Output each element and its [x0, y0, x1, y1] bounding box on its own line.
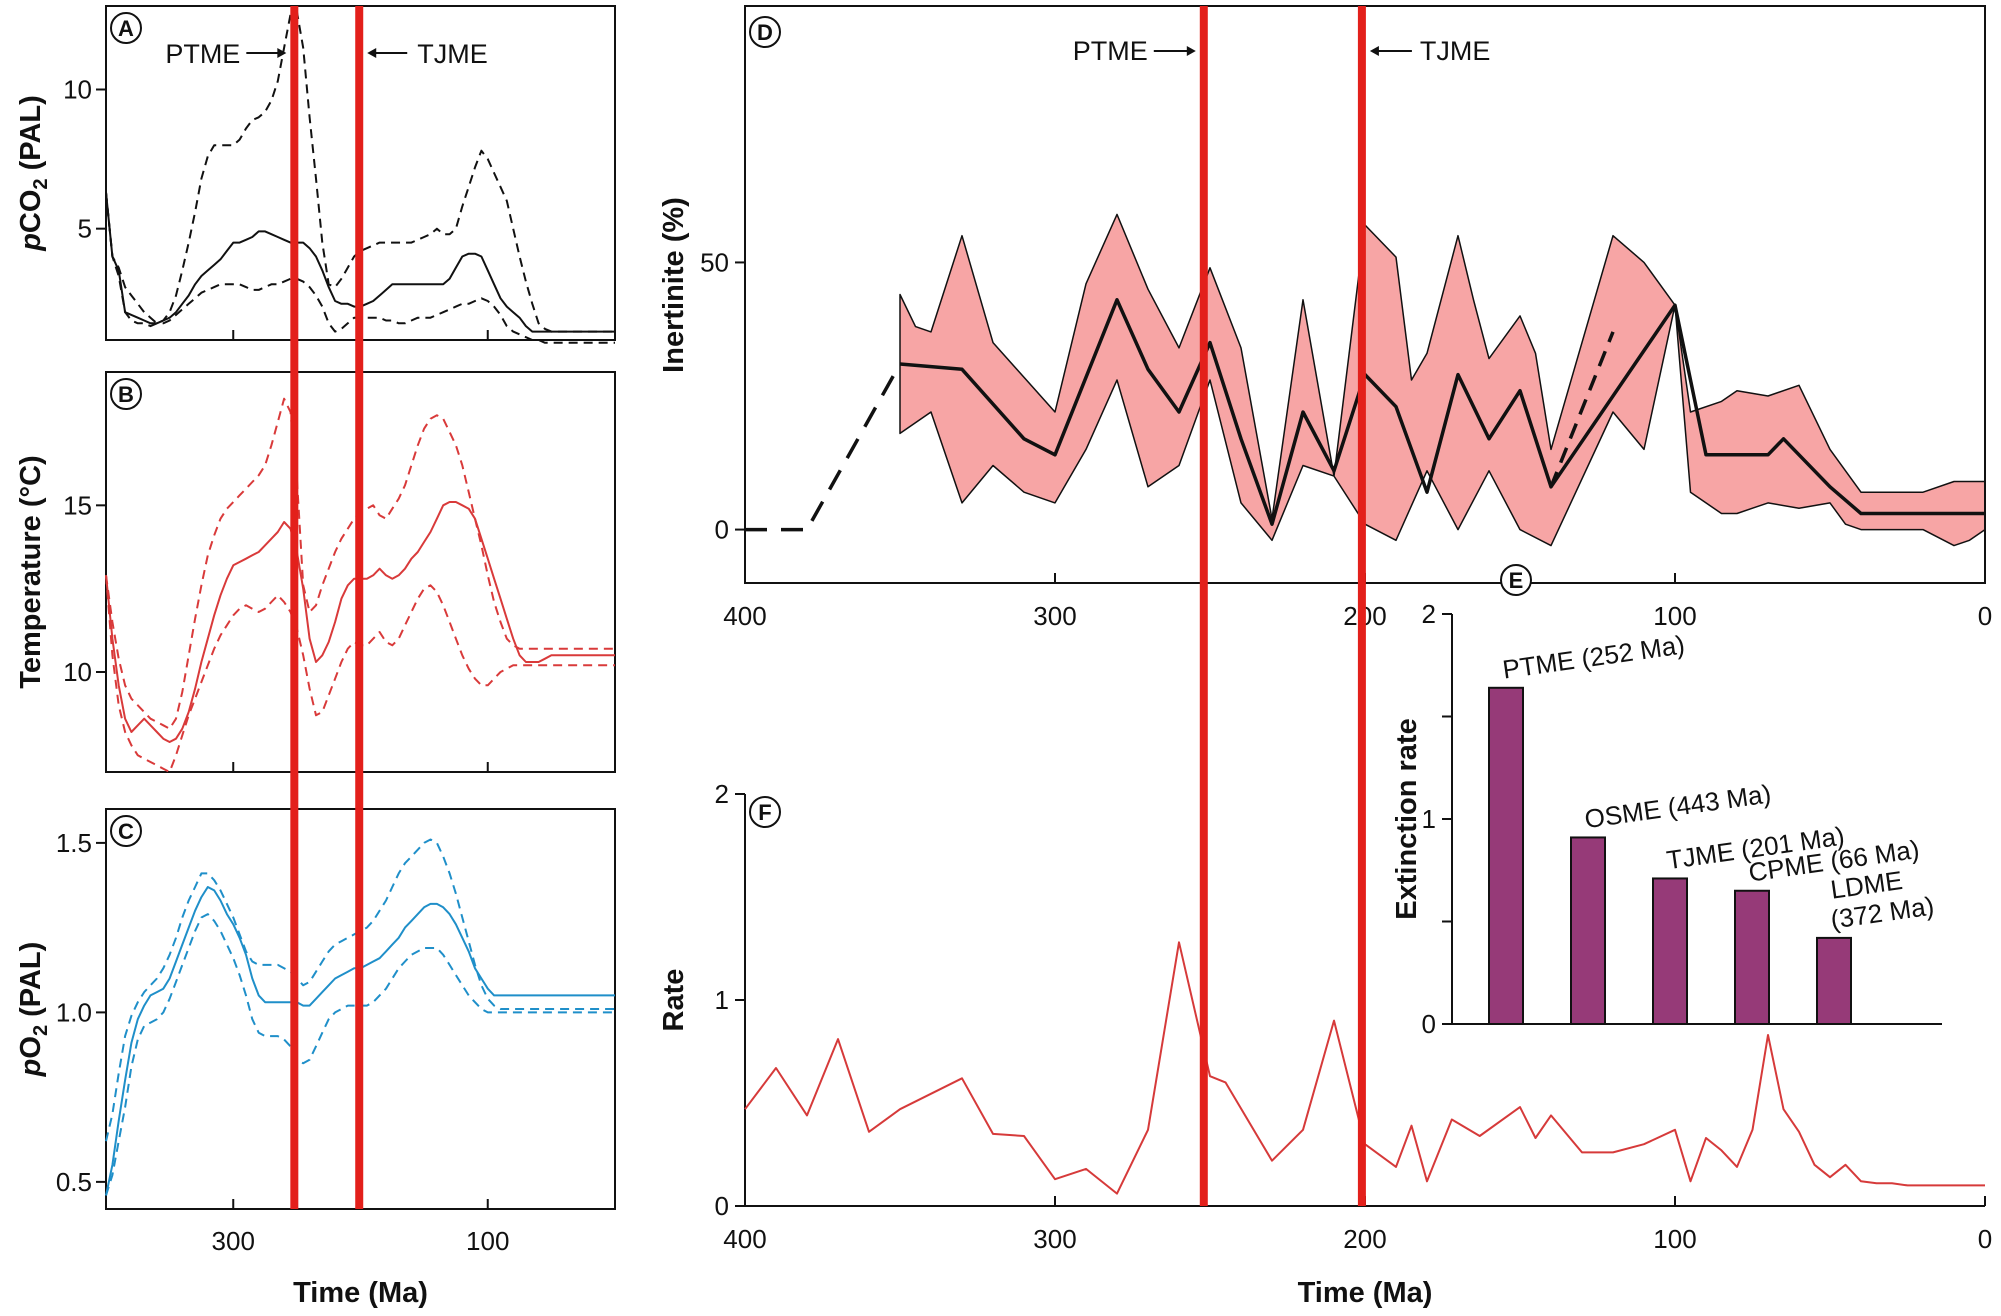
y-tick-label: 0	[715, 1191, 729, 1221]
y-axis-title: pCO2 (PAL)	[15, 95, 52, 252]
ticks: 5 10	[63, 75, 489, 340]
panel-label-text: A	[118, 16, 134, 41]
x-tick-label: 0	[1978, 1224, 1992, 1254]
panel-label-f: F	[749, 796, 781, 828]
inertinite-extension-mid	[1549, 331, 1615, 488]
panel-label-e: E	[1500, 564, 1532, 596]
y-axis-title: pO2 (PAL)	[15, 942, 52, 1078]
tjme-label: TJME	[417, 39, 488, 69]
x-tick-label: 400	[723, 1224, 766, 1254]
panel-label-text: B	[118, 382, 134, 407]
y-tick-label: 1	[715, 985, 729, 1015]
y-axis-title: Temperature (°C)	[15, 455, 47, 688]
ticks: 0 1 2 400 300 200 100 0	[715, 779, 1993, 1254]
x-axis-title: Time (Ma)	[1298, 1277, 1433, 1309]
y-tick-label: 50	[700, 247, 729, 277]
ptme-label: PTME	[165, 39, 240, 69]
y-tick-label: 10	[63, 657, 92, 687]
bars: PTME (252 Ma)OSME (443 Ma)TJME (201 Ma)C…	[1488, 629, 1936, 1026]
x-tick-label: 100	[1653, 601, 1696, 631]
event-lines-right	[1199, 6, 1366, 1206]
series-upper-line	[105, 838, 615, 1142]
y-tick-label: 1	[1422, 804, 1436, 834]
y-axis-title: Inertinite (%)	[658, 197, 690, 373]
ticks: 0504003002001000	[700, 247, 1992, 631]
x-tick-label: 100	[466, 1226, 509, 1256]
inertinite-mean-line	[899, 298, 1985, 526]
panel-b: 10 15 B Temperature (°C)	[15, 371, 616, 773]
y-tick-label: 2	[1422, 599, 1436, 629]
x-tick-label: 0	[1978, 601, 1992, 631]
bar-0	[1488, 686, 1524, 1025]
panel-label-a: A	[110, 12, 142, 44]
panel-d: 0504003002001000DInertinite (%)	[658, 5, 1992, 631]
panel-label-text: D	[757, 20, 773, 45]
y-tick-label: 0	[1422, 1009, 1436, 1039]
y-tick-label: 5	[78, 214, 92, 244]
panel-label-circle	[110, 378, 142, 410]
event-labels-a: PTME TJME	[165, 39, 487, 69]
bar-2	[1652, 877, 1688, 1026]
panel-label-text: E	[1509, 568, 1524, 593]
panel-label-circle	[749, 16, 781, 48]
bar-label: PTME (252 Ma)	[1501, 629, 1687, 684]
y-tick-label: 2	[715, 779, 729, 809]
panel-label-circle	[749, 796, 781, 828]
inertinite-extension-early	[745, 363, 902, 532]
ticks: 0 1 2	[1422, 599, 1452, 1039]
panel-label-d: D	[749, 16, 781, 48]
bar-3	[1734, 889, 1770, 1025]
x-tick-label: 200	[1343, 1224, 1386, 1254]
tjme-label: TJME	[1420, 36, 1491, 66]
y-tick-label: 0	[715, 515, 729, 545]
y-tick-label: 10	[63, 75, 92, 105]
x-tick-label: 400	[723, 601, 766, 631]
x-axis-title: Time (Ma)	[293, 1277, 428, 1309]
y-axis-title: Rate	[658, 969, 690, 1032]
bar-1	[1570, 836, 1606, 1026]
series-lower-line	[105, 913, 615, 1196]
event-labels-d: PTME TJME	[1073, 36, 1491, 66]
ticks: 0.5 1.0 1.5 300 100	[56, 828, 510, 1256]
ptme-arrowhead	[1186, 46, 1196, 56]
ptme-label: PTME	[1073, 36, 1148, 66]
panel-label-text: F	[758, 800, 771, 825]
x-tick-label: 300	[1033, 1224, 1076, 1254]
tjme-arrowhead	[1369, 46, 1379, 56]
y-tick-label: 1.0	[56, 997, 92, 1027]
panel-label-circle	[110, 815, 142, 847]
x-tick-label: 100	[1653, 1224, 1696, 1254]
inertinite-range-band	[899, 213, 1986, 547]
x-tick-label: 300	[212, 1226, 255, 1256]
y-axis-title: Extinction rate	[1391, 718, 1423, 919]
event-lines-left	[290, 6, 364, 1209]
panel-label-circle	[1500, 564, 1532, 596]
x-tick-label: 300	[1033, 601, 1076, 631]
panel-label-text: C	[118, 819, 134, 844]
y-tick-label: 0.5	[56, 1167, 92, 1197]
ptme-arrowhead	[277, 48, 287, 58]
y-tick-label: 15	[63, 490, 92, 520]
rate-line	[744, 941, 1985, 1195]
panel-label-circle	[110, 12, 142, 44]
bar-4	[1816, 936, 1852, 1026]
series-upper-line	[105, 10, 615, 333]
y-tick-label: 1.5	[56, 828, 92, 858]
tjme-arrowhead	[367, 48, 377, 58]
panel-f: 0 1 2 400 300 200 100 0 F Rate Time (Ma)	[658, 779, 1992, 1309]
bar-label: OSME (443 Ma)	[1583, 778, 1773, 834]
panel-label-b: B	[110, 378, 142, 410]
ticks: 10 15	[63, 490, 489, 772]
panel-label-c: C	[110, 815, 142, 847]
